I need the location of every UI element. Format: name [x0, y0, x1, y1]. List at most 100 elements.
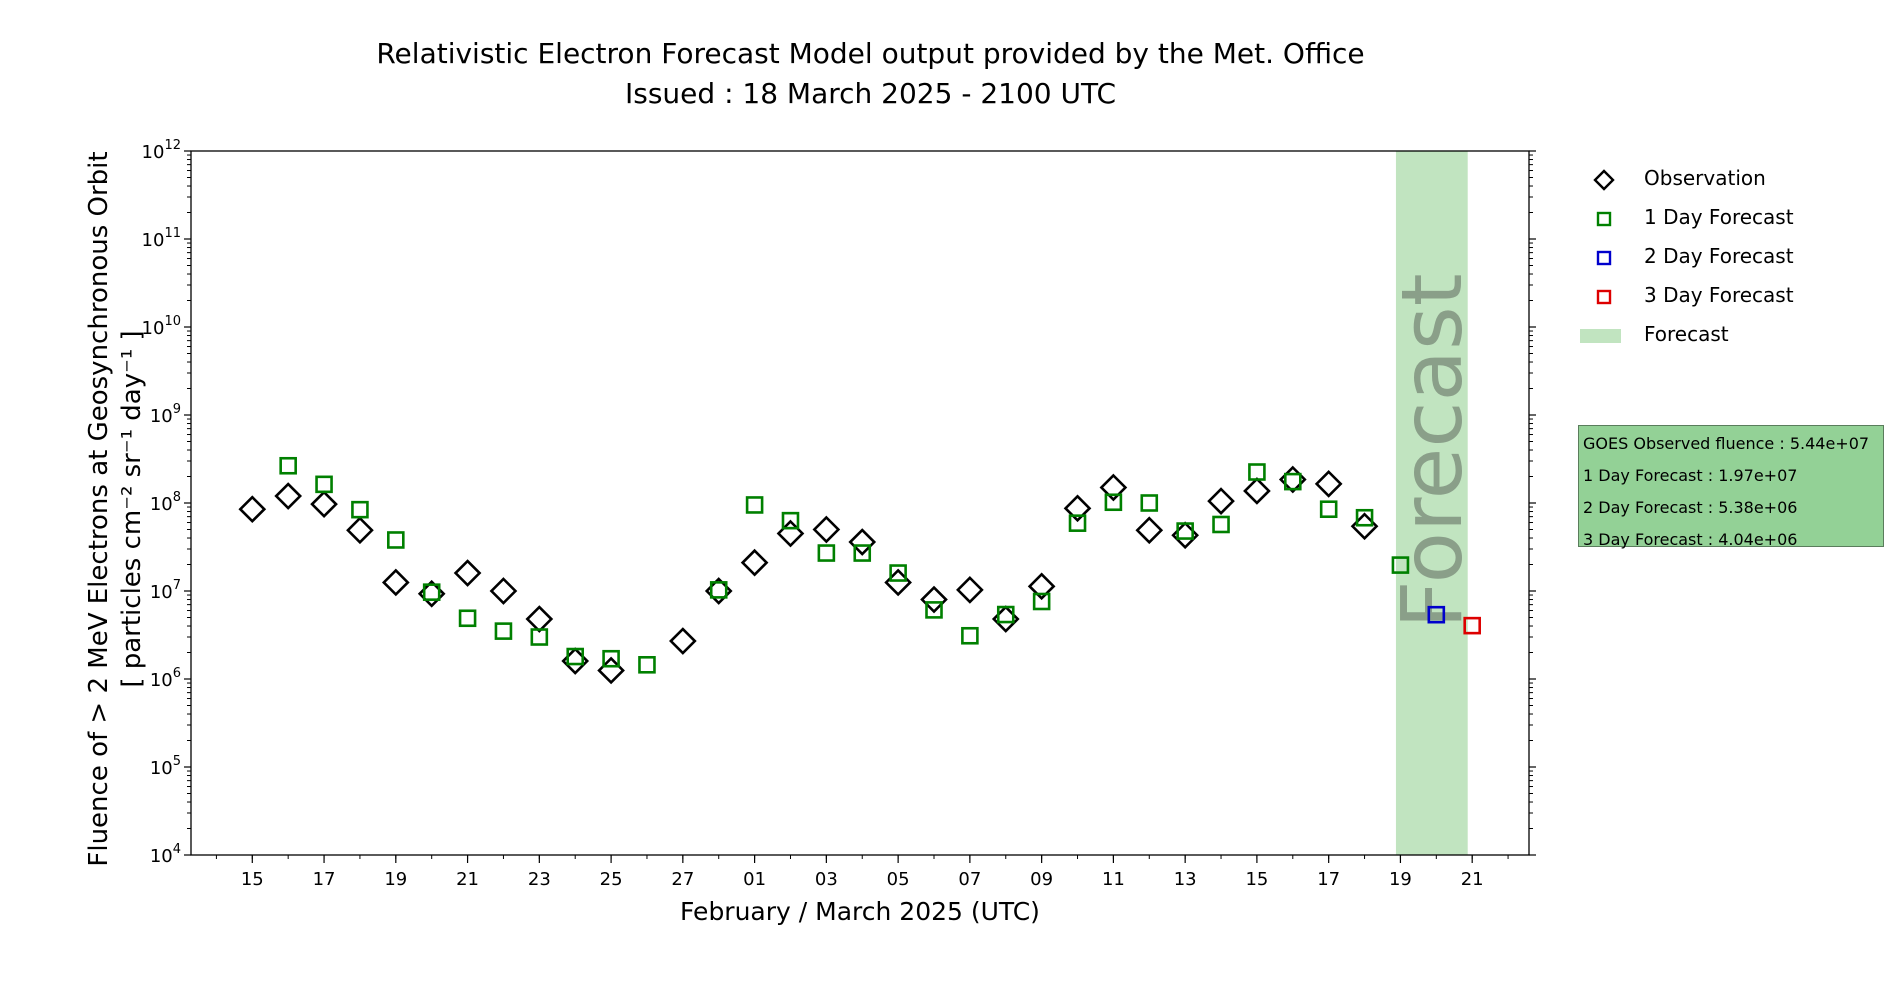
- x-tick-label: 11: [1102, 869, 1125, 890]
- info-observed-fluence: GOES Observed fluence : 5.44e+07: [1583, 434, 1870, 453]
- x-tick-label: 17: [1317, 869, 1340, 890]
- 1-day-forecast-point: [889, 564, 907, 582]
- x-axis-label: February / March 2025 (UTC): [680, 897, 1040, 926]
- y-axis-label-line1: Fluence of > 2 MeV Electrons at Geosynch…: [84, 151, 114, 867]
- square-marker-icon: [1596, 211, 1612, 227]
- fluence-info-box: GOES Observed fluence : 5.44e+07 1 Day F…: [1578, 425, 1884, 549]
- 1-day-forecast-point: [566, 647, 585, 666]
- x-tick-label: 21: [1461, 869, 1484, 890]
- observation-point: [1027, 572, 1056, 601]
- 1-day-forecast-point: [1319, 500, 1338, 519]
- forecast-region-label: Forecast: [1383, 273, 1481, 628]
- x-tick-label: 05: [887, 869, 910, 890]
- x-tick-label: 19: [1389, 869, 1412, 890]
- observation-point: [346, 516, 374, 545]
- 1-day-forecast-point: [817, 544, 836, 562]
- 1-day-forecast-point: [422, 583, 441, 601]
- 1-day-forecast-point: [530, 628, 549, 646]
- legend-label: Observation: [1644, 166, 1766, 190]
- 1-day-forecast-point: [1104, 493, 1123, 512]
- observation-point: [310, 490, 338, 519]
- observation-point: [1314, 470, 1343, 498]
- diamond-marker-icon: [1593, 169, 1615, 191]
- observation-point: [525, 605, 554, 633]
- 1-day-forecast-point: [494, 622, 513, 640]
- legend-item-1-day-forecast: 1 Day Forecast: [1580, 199, 1880, 238]
- square-marker-icon: [1596, 289, 1612, 305]
- legend-label: 1 Day Forecast: [1644, 205, 1794, 229]
- observation-point: [274, 482, 303, 510]
- y-tick-label: 109: [150, 402, 181, 427]
- 1-day-forecast-point: [961, 626, 979, 645]
- forecast-patch-icon: [1580, 329, 1621, 343]
- observation-point: [740, 548, 769, 577]
- x-tick-label: 03: [815, 869, 838, 890]
- y-tick-label: 105: [150, 754, 181, 779]
- 1-day-forecast-point: [745, 496, 764, 514]
- observation-point: [956, 576, 984, 604]
- 1-day-forecast-point: [1176, 522, 1194, 540]
- x-tick-label: 15: [241, 869, 264, 890]
- 1-day-forecast-point: [458, 609, 477, 628]
- observation-point: [1099, 473, 1128, 502]
- x-tick-label: 19: [384, 869, 407, 890]
- 1-day-forecast-point: [1355, 508, 1374, 527]
- 3-day-forecast-point: [1463, 616, 1481, 635]
- 1-day-forecast-point: [1068, 514, 1087, 532]
- chart-subtitle: Issued : 18 March 2025 - 2100 UTC: [624, 77, 1117, 110]
- chart-title: Relativistic Electron Forecast Model out…: [376, 37, 1365, 70]
- 1-day-forecast-point: [1283, 472, 1302, 491]
- 1-day-forecast-point: [853, 544, 872, 562]
- observation-point: [489, 577, 518, 605]
- x-tick-label: 09: [1030, 869, 1053, 890]
- x-tick-label: 25: [600, 869, 623, 890]
- x-tick-label: 17: [313, 869, 336, 890]
- y-tick-label: 104: [150, 842, 181, 867]
- y-tick-label: 108: [150, 490, 181, 515]
- observation-point: [453, 559, 482, 587]
- observation-point: [776, 519, 805, 548]
- x-tick-label: 01: [743, 869, 766, 890]
- square-marker-icon: [1596, 250, 1612, 266]
- 1-day-forecast-point: [781, 511, 800, 530]
- 1-day-forecast-point: [1248, 463, 1266, 481]
- x-tick-label: 07: [958, 869, 981, 890]
- x-tick-label: 21: [456, 869, 479, 890]
- y-tick-label: 1011: [142, 226, 181, 251]
- info-2-day-forecast: 2 Day Forecast : 5.38e+06: [1583, 498, 1798, 517]
- 1-day-forecast-point: [709, 581, 728, 599]
- x-tick-label: 23: [528, 869, 551, 890]
- observation-point: [238, 495, 267, 524]
- 1-day-forecast-point: [1212, 515, 1230, 534]
- observation-point: [1063, 494, 1092, 523]
- y-tick-label: 106: [150, 666, 181, 691]
- observation-point: [848, 528, 877, 556]
- y-tick-label: 1010: [142, 314, 181, 339]
- legend-label: Forecast: [1644, 322, 1729, 346]
- y-tick-label: 1012: [142, 138, 181, 163]
- observation-point: [1207, 487, 1235, 515]
- observation-point: [381, 568, 410, 597]
- legend-item-observation: Observation: [1580, 160, 1880, 199]
- 1-day-forecast-point: [602, 649, 620, 668]
- y-tick-label: 107: [150, 578, 181, 603]
- forecast-region: [1395, 151, 1468, 855]
- legend-label: 3 Day Forecast: [1644, 283, 1794, 307]
- info-1-day-forecast: 1 Day Forecast : 1.97e+07: [1583, 466, 1798, 485]
- 1-day-forecast-point: [638, 655, 656, 674]
- 2-day-forecast-point: [1427, 605, 1446, 624]
- x-tick-label: 13: [1174, 869, 1197, 890]
- 1-day-forecast-point: [996, 605, 1015, 624]
- 1-day-forecast-point: [925, 601, 943, 619]
- observation-point: [1135, 516, 1164, 545]
- legend-item-2-day-forecast: 2 Day Forecast: [1580, 238, 1880, 277]
- x-tick-label: 15: [1245, 869, 1268, 890]
- 1-day-forecast-point: [1391, 556, 1410, 574]
- 1-day-forecast-point: [279, 456, 297, 475]
- observation-point: [812, 515, 841, 544]
- 1-day-forecast-point: [351, 500, 369, 519]
- 1-day-forecast-point: [1140, 494, 1159, 512]
- 1-day-forecast-point: [387, 531, 405, 549]
- observation-point: [920, 585, 948, 614]
